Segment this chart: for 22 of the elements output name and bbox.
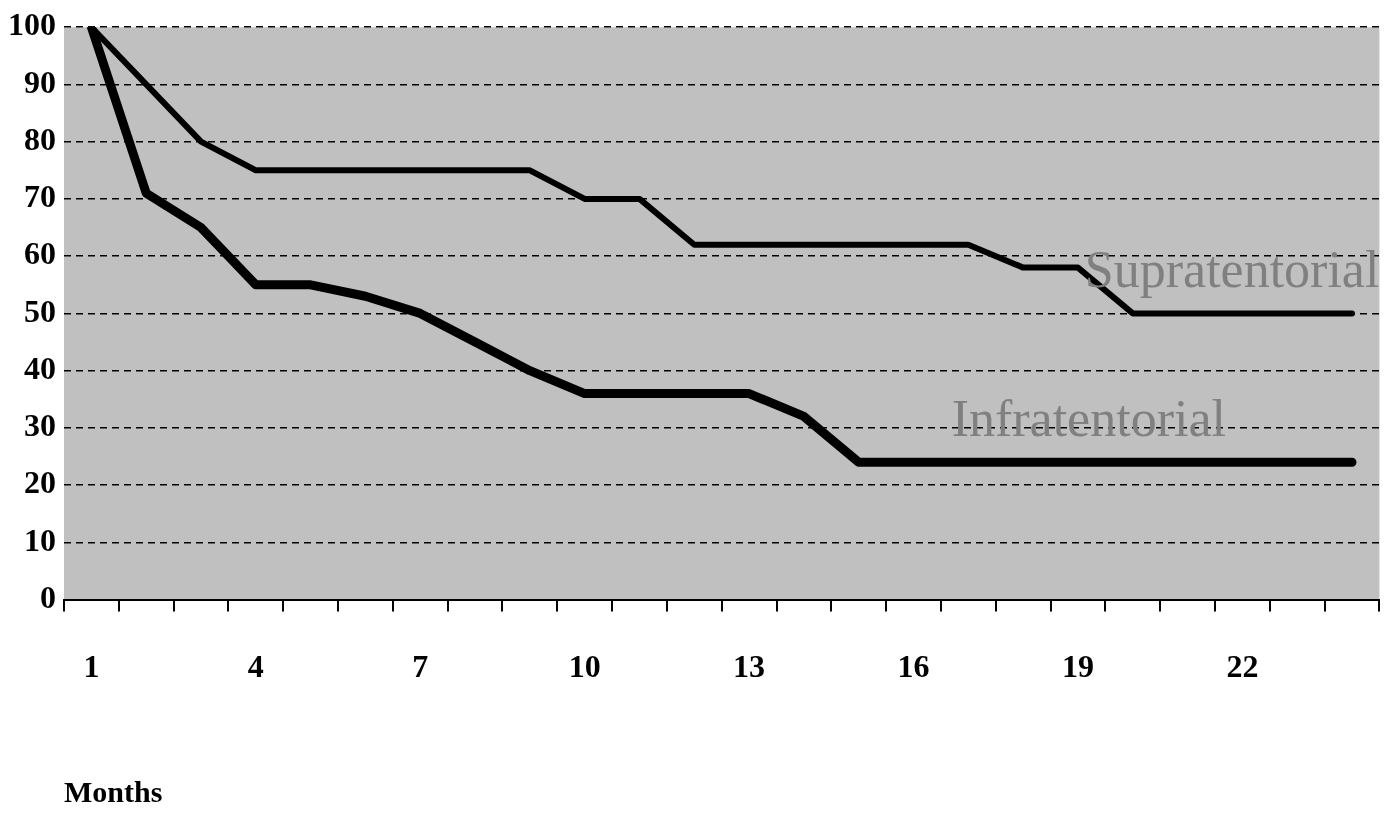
- x-axis-title: Months: [64, 774, 163, 808]
- y-tick-label: 90: [24, 63, 56, 100]
- y-tick-label: 10: [24, 521, 56, 558]
- x-tick-label: 19: [1061, 648, 1094, 685]
- x-tick-label: 22: [1226, 648, 1259, 685]
- y-tick-label: 20: [24, 464, 56, 501]
- x-tick-label: 16: [897, 648, 930, 685]
- x-tick-label: 13: [733, 648, 766, 685]
- y-tick-label: 40: [24, 349, 56, 386]
- series-label: Infratentorial: [951, 390, 1226, 448]
- y-tick-label: 60: [24, 235, 56, 272]
- x-tick-label: 1: [83, 648, 100, 685]
- y-tick-label: 100: [8, 6, 56, 43]
- y-tick-label: 50: [24, 292, 56, 329]
- y-tick-label: 30: [24, 407, 56, 444]
- y-tick-label: 80: [24, 120, 56, 157]
- series-label: Supratentorial: [1084, 241, 1380, 299]
- y-tick-label: 0: [40, 578, 56, 615]
- x-tick-label: 4: [247, 648, 264, 685]
- x-tick-label: 7: [412, 648, 429, 685]
- y-tick-label: 70: [24, 178, 56, 215]
- x-tick-label: 10: [568, 648, 601, 685]
